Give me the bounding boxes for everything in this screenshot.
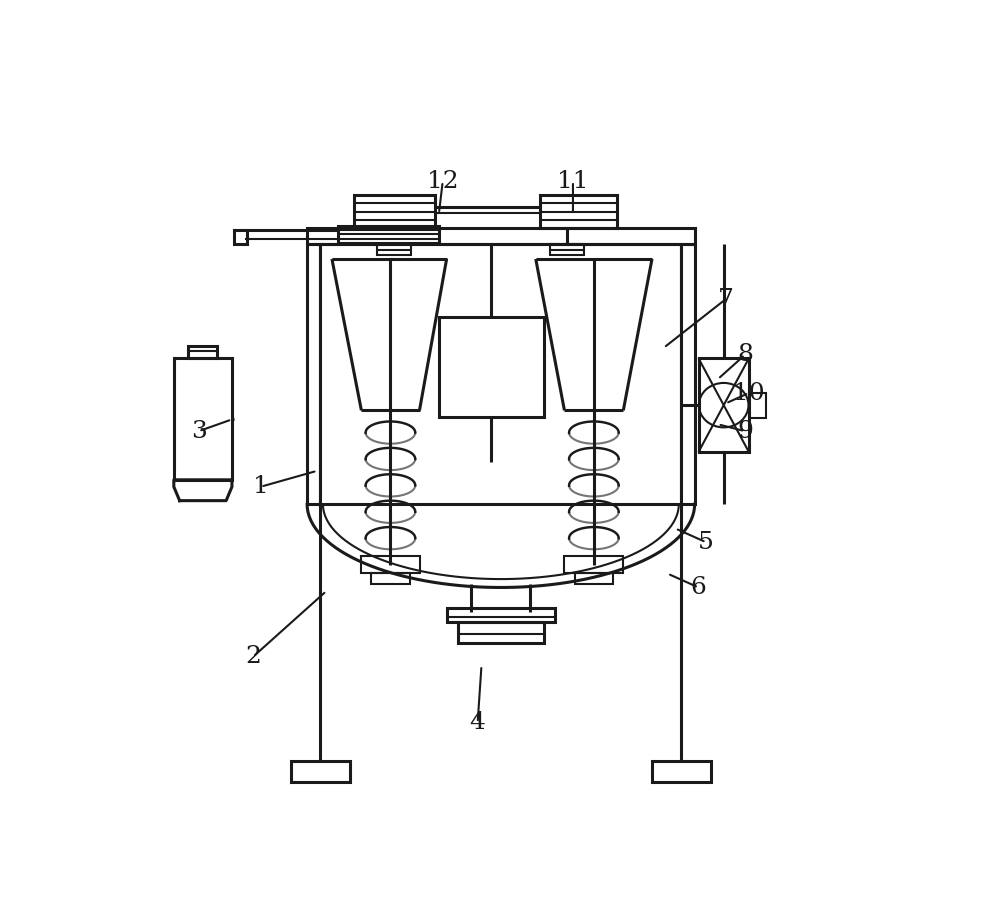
Text: 6: 6	[691, 576, 706, 599]
Text: 1: 1	[253, 475, 268, 498]
Bar	[307, 244, 695, 504]
Text: 4: 4	[470, 712, 486, 734]
Bar	[698, 358, 749, 452]
Text: 12: 12	[427, 170, 459, 193]
Bar	[439, 317, 544, 418]
Bar	[447, 608, 555, 622]
Text: 10: 10	[733, 382, 765, 404]
Bar	[749, 392, 766, 418]
Bar	[564, 556, 623, 573]
Bar	[354, 195, 435, 228]
Text: 8: 8	[737, 344, 753, 366]
Bar	[291, 761, 350, 782]
Text: 7: 7	[718, 288, 734, 310]
Bar	[574, 573, 613, 584]
Text: 5: 5	[698, 531, 714, 554]
Bar	[188, 345, 217, 358]
Text: 3: 3	[191, 419, 207, 443]
Text: 9: 9	[737, 419, 753, 443]
Bar	[377, 244, 411, 254]
Bar	[234, 230, 247, 244]
Bar	[361, 556, 420, 573]
Bar	[371, 573, 410, 584]
Bar	[540, 195, 617, 228]
Bar	[307, 228, 695, 244]
Text: 11: 11	[557, 170, 589, 193]
Bar	[174, 358, 232, 480]
Bar	[652, 761, 711, 782]
Text: 2: 2	[245, 646, 261, 668]
Bar	[338, 226, 439, 243]
Bar	[550, 244, 584, 254]
Bar	[458, 622, 544, 643]
